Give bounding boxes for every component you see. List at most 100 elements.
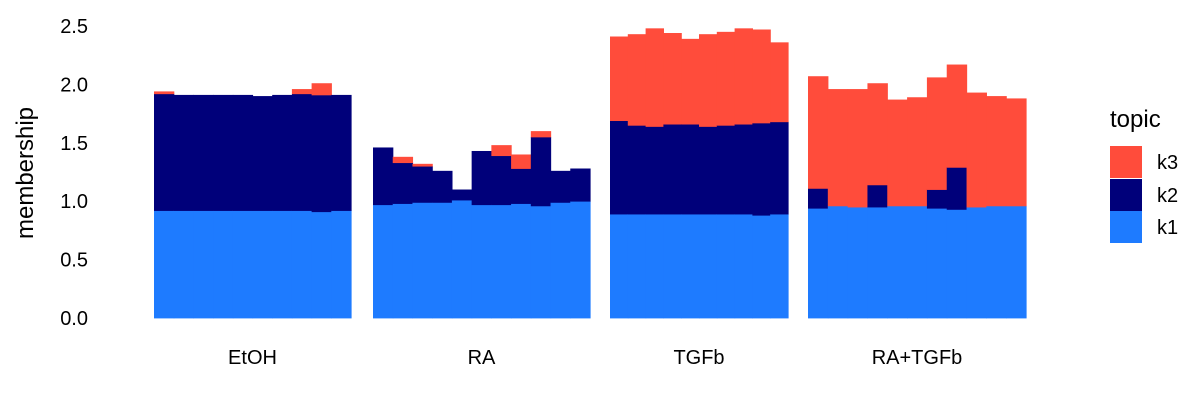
bar-segment-k2 <box>272 94 293 211</box>
bar-segment-k2 <box>699 126 718 215</box>
bar-segment-k2 <box>392 162 414 204</box>
bar-segment-k2 <box>530 136 552 207</box>
legend-label-k2: k2 <box>1157 185 1178 207</box>
bar-segment-k1 <box>432 202 453 319</box>
bar-segment-k2 <box>770 121 789 215</box>
bar-segment-k1 <box>491 204 512 319</box>
bar-segment-k2 <box>752 122 771 216</box>
bar-segment-k3 <box>491 145 512 157</box>
bar-segment-k2 <box>627 125 647 215</box>
bar-segment-k1 <box>511 203 532 319</box>
bar-segment-k1 <box>193 210 214 319</box>
bar-segment-k1 <box>770 214 789 319</box>
bar-segment-k2 <box>154 93 175 211</box>
bar-segment-k1 <box>154 210 175 319</box>
bar-segment-k2 <box>570 168 591 202</box>
y-tick-label: 1.0 <box>60 191 88 213</box>
bar-segment-k1 <box>645 214 664 319</box>
legend-swatch-k1 <box>1110 211 1142 243</box>
bar-segment-k2 <box>252 96 273 211</box>
bar-segment-k3 <box>699 34 718 127</box>
bar-segment-k1 <box>213 210 234 319</box>
bar-segment-k3 <box>887 99 908 207</box>
bar-segment-k1 <box>867 207 888 319</box>
bar-segment-k2 <box>291 93 313 211</box>
bar-segment-k1 <box>627 214 647 319</box>
bar-segment-k3 <box>663 33 682 125</box>
bar-segment-k3 <box>770 42 789 123</box>
y-tick-label: 1.5 <box>60 133 88 155</box>
facet-panel-ra-tgfb <box>808 64 1027 319</box>
bar-segment-k1 <box>331 210 352 319</box>
bar-segment-k2 <box>808 188 829 209</box>
facet-label: RA <box>468 347 496 369</box>
bar-segment-k3 <box>734 28 753 125</box>
facet-label: EtOH <box>228 347 277 369</box>
bar-segment-k2 <box>734 124 753 215</box>
plot-area <box>154 28 1027 319</box>
bar-segment-k2 <box>373 147 394 206</box>
legend-label-k1: k1 <box>1157 217 1178 239</box>
bar-segment-k3 <box>827 89 849 207</box>
bar-segment-k1 <box>907 205 928 319</box>
y-tick-label: 2.0 <box>60 74 88 96</box>
bar-segment-k2 <box>491 155 512 206</box>
bar-segment-k3 <box>867 83 888 186</box>
bar-segment-k2 <box>412 166 433 203</box>
bar-segment-k3 <box>392 156 414 164</box>
bar-segment-k1 <box>471 204 492 319</box>
bar-segment-k2 <box>451 189 473 201</box>
bar-segment-k1 <box>373 204 394 319</box>
y-axis: 0.0 0.5 1.0 1.5 2.0 2.5 <box>60 16 88 330</box>
facet-label: RA+TGFb <box>872 347 963 369</box>
bar-segment-k1 <box>663 214 682 319</box>
facet-label: TGFb <box>673 347 724 369</box>
facet-labels: EtOH RA TGFb RA+TGFb <box>228 347 962 369</box>
bar-segment-k2 <box>926 189 948 209</box>
bar-segment-k1 <box>827 205 849 319</box>
bar-segment-k3 <box>1006 98 1027 207</box>
bar-segment-k2 <box>946 167 968 210</box>
bar-segment-k3 <box>311 83 332 96</box>
legend-title: topic <box>1110 106 1161 133</box>
bar-segment-k3 <box>154 91 175 95</box>
bar-segment-k1 <box>173 210 194 319</box>
bar-segment-k3 <box>412 163 433 167</box>
legend: topic k3 k2 k1 <box>1110 106 1178 243</box>
bar-segment-k2 <box>193 94 214 211</box>
bar-segment-k1 <box>716 214 736 319</box>
bar-segment-k1 <box>734 214 753 319</box>
bar-segment-k3 <box>681 38 700 125</box>
bar-segment-k2 <box>550 170 571 203</box>
bar-segment-k3 <box>808 76 829 189</box>
bar-segment-k2 <box>471 150 492 206</box>
legend-swatch-k3 <box>1110 146 1142 178</box>
bar-segment-k3 <box>926 77 948 190</box>
bar-segment-k2 <box>331 94 352 211</box>
bar-segment-k1 <box>272 210 293 319</box>
bar-segment-k3 <box>291 89 313 95</box>
bar-segment-k3 <box>986 96 1007 207</box>
bar-segment-k2 <box>716 125 736 215</box>
bar-segment-k1 <box>752 215 771 319</box>
y-tick-label: 2.5 <box>60 16 88 38</box>
bar-segment-k2 <box>432 170 453 203</box>
bar-segment-k2 <box>213 94 234 211</box>
bar-segment-k2 <box>645 126 664 215</box>
bar-segment-k2 <box>173 94 194 211</box>
bar-segment-k1 <box>291 210 313 319</box>
legend-label-k3: k3 <box>1157 152 1178 174</box>
bar-segment-k1 <box>926 208 948 319</box>
bar-segment-k1 <box>1006 205 1027 319</box>
bar-segment-k1 <box>699 214 718 319</box>
bar-segment-k1 <box>570 201 591 319</box>
bar-segment-k3 <box>627 34 647 126</box>
bar-segment-k3 <box>847 89 869 208</box>
bar-segment-k1 <box>681 214 700 319</box>
bar-segment-k2 <box>511 168 532 204</box>
bar-segment-k1 <box>986 205 1007 319</box>
bar-segment-k1 <box>808 208 829 319</box>
bar-segment-k3 <box>511 154 532 169</box>
bar-segment-k2 <box>663 124 682 215</box>
